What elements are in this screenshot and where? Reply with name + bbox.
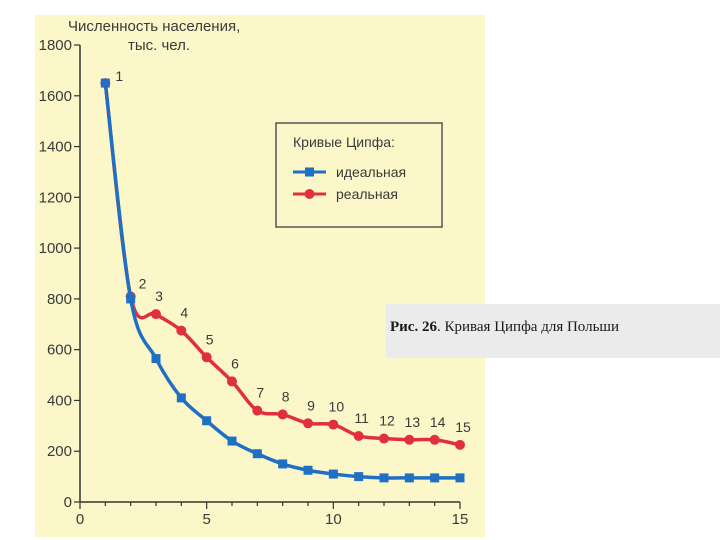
series-ideal-point xyxy=(404,473,414,483)
y-tick-label: 200 xyxy=(47,443,72,460)
point-label: 9 xyxy=(307,397,315,413)
point-label: 1 xyxy=(115,68,123,84)
series-ideal-point xyxy=(278,459,288,469)
series-ideal-point xyxy=(328,469,338,479)
point-label: 15 xyxy=(455,419,471,435)
legend-label-ideal: идеальная xyxy=(336,164,406,180)
y-axis-title-line2: тыс. чел. xyxy=(128,37,190,54)
legend-label-real: реальная xyxy=(336,186,398,202)
point-label: 11 xyxy=(354,410,369,426)
series-ideal-point xyxy=(126,294,136,304)
y-tick-label: 1600 xyxy=(39,88,72,105)
series-ideal-point xyxy=(455,473,465,483)
legend-title: Кривые Ципфа: xyxy=(293,134,395,150)
series-real-point xyxy=(429,434,440,445)
y-tick-label: 1200 xyxy=(39,189,72,206)
point-label: 8 xyxy=(282,388,290,404)
point-label: 3 xyxy=(155,288,163,304)
point-label: 14 xyxy=(430,414,446,430)
point-label: 4 xyxy=(180,305,188,321)
series-real-point xyxy=(303,418,313,429)
series-ideal-point xyxy=(303,465,313,475)
series-real-line xyxy=(103,82,461,447)
figure-caption: Рис. 26. Кривая Ципфа для Польши xyxy=(390,319,710,336)
series-real-point xyxy=(151,309,161,320)
y-tick-label: 1800 xyxy=(39,37,72,54)
series-ideal-line xyxy=(103,82,460,480)
series-real-point xyxy=(328,419,339,430)
series-ideal-point xyxy=(227,436,237,446)
y-tick-label: 600 xyxy=(47,342,72,359)
series-real-point xyxy=(176,325,187,336)
series-ideal-point xyxy=(176,393,186,403)
x-tick-label: 15 xyxy=(452,511,469,528)
series-ideal-point xyxy=(354,472,364,482)
series-ideal-point xyxy=(151,354,161,364)
caption-body: . Кривая Ципфа для Польши xyxy=(436,319,620,335)
legend-marker-real xyxy=(304,189,315,199)
point-label: 6 xyxy=(231,355,239,371)
y-tick-label: 1000 xyxy=(39,240,72,257)
series-real-point xyxy=(252,405,263,416)
point-label: 5 xyxy=(206,331,214,347)
y-tick-label: 1400 xyxy=(39,139,72,156)
series-real-point xyxy=(227,376,237,387)
series-real-point xyxy=(201,352,212,363)
series-ideal-point xyxy=(430,473,440,483)
series-ideal-point xyxy=(202,416,212,426)
legend: Кривые Ципфа: идеальная реальная xyxy=(275,122,443,228)
y-tick-label: 800 xyxy=(47,291,72,308)
point-label: 2 xyxy=(139,275,147,291)
x-tick-label: 10 xyxy=(325,511,342,528)
x-tick-label: 5 xyxy=(202,511,210,528)
point-label: 7 xyxy=(256,385,264,401)
caption-box xyxy=(386,304,720,358)
legend-marker-ideal xyxy=(305,167,314,177)
point-label: 13 xyxy=(405,414,421,430)
y-tick-label: 400 xyxy=(47,392,72,409)
y-axis-title-line1: Численность населения, xyxy=(68,18,240,35)
caption-label: Рис. 26 xyxy=(390,319,437,335)
series-real-point xyxy=(379,433,389,444)
series-real-point xyxy=(353,430,364,441)
series-ideal-point xyxy=(379,473,389,483)
point-label: 10 xyxy=(329,399,345,415)
series-ideal-point xyxy=(100,78,110,88)
point-label: 12 xyxy=(379,413,395,429)
series-real-point xyxy=(277,409,288,420)
series-real-point xyxy=(404,434,415,445)
series-ideal-point xyxy=(252,449,262,459)
x-tick-label: 0 xyxy=(76,511,84,528)
y-tick-label: 0 xyxy=(64,494,72,511)
series-real-point xyxy=(455,439,465,450)
legend-box xyxy=(275,122,443,228)
